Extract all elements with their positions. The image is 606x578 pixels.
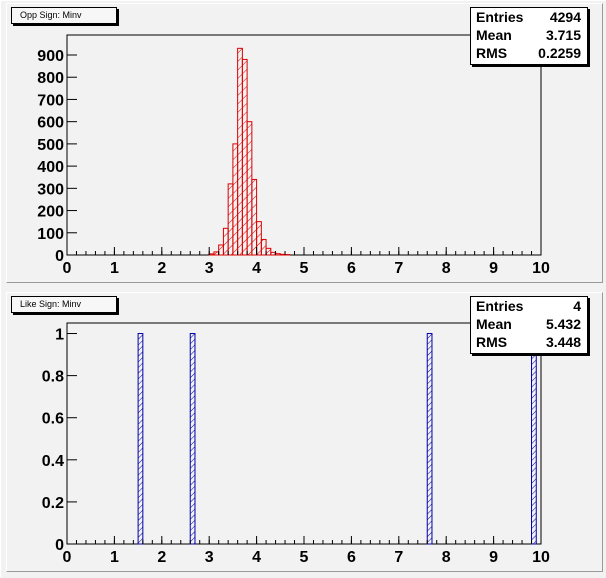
like-x-tick-label: 10: [532, 549, 550, 566]
opp-sign-stats-box[interactable]: Entries 4294 Mean 3.715 RMS 0.2259: [470, 7, 588, 65]
like-y-tick-label: 1: [55, 327, 64, 344]
like-x-tick-label: 1: [110, 549, 119, 566]
stats-mean-row: Mean 5.432: [471, 315, 587, 333]
stats-entries-value: 4: [573, 297, 581, 315]
opp-x-tick-label: 7: [394, 260, 403, 277]
opp-bar: [257, 222, 262, 255]
like-bar: [427, 334, 432, 544]
opp-x-tick-label: 1: [110, 260, 119, 277]
opp-y-tick-label: 800: [37, 70, 64, 87]
stats-mean-value: 5.432: [546, 315, 581, 333]
like-x-tick-label: 8: [442, 549, 451, 566]
stats-mean-label: Mean: [476, 26, 512, 44]
stats-rms-row: RMS 3.448: [471, 333, 587, 351]
stats-entries-row: Entries 4294: [471, 8, 587, 26]
like-y-tick-label: 0.2: [42, 495, 64, 512]
opp-bar: [228, 184, 233, 255]
stats-rms-value: 0.2259: [538, 44, 581, 62]
like-x-tick-label: 5: [300, 549, 309, 566]
opp-sign-title-box[interactable]: Opp Sign: Minv: [11, 7, 117, 24]
like-bar: [532, 334, 537, 544]
opp-y-tick-label: 300: [37, 181, 64, 198]
stats-entries-value: 4294: [550, 8, 581, 26]
stats-rms-label: RMS: [476, 44, 507, 62]
opp-x-tick-label: 5: [300, 260, 309, 277]
opp-x-tick-label: 3: [205, 260, 214, 277]
opp-plot-frame: [67, 35, 541, 255]
opp-y-tick-label: 0: [55, 248, 64, 265]
opp-bar: [261, 239, 266, 255]
opp-bar: [280, 254, 285, 255]
opp-bar: [271, 252, 276, 255]
opp-y-tick-label: 400: [37, 159, 64, 176]
opp-y-tick-label: 700: [37, 92, 64, 109]
stats-mean-label: Mean: [476, 315, 512, 333]
opp-bar: [242, 59, 247, 255]
stats-mean-row: Mean 3.715: [471, 26, 587, 44]
opp-bar: [209, 254, 214, 255]
opp-y-tick-label: 600: [37, 115, 64, 132]
opp-y-tick-label: 500: [37, 137, 64, 154]
opp-bar: [247, 122, 252, 255]
opp-y-tick-label: 900: [37, 48, 64, 65]
like-x-tick-label: 4: [252, 549, 261, 566]
like-sign-stats-box[interactable]: Entries 4 Mean 5.432 RMS 3.448: [470, 296, 588, 354]
like-x-tick-label: 6: [347, 549, 356, 566]
like-bar: [138, 334, 143, 544]
stats-entries-row: Entries 4: [471, 297, 587, 315]
opp-bar: [219, 245, 224, 255]
like-sign-title-box[interactable]: Like Sign: Minv: [11, 296, 117, 313]
stats-rms-row: RMS 0.2259: [471, 44, 587, 62]
like-y-tick-label: 0.4: [42, 453, 64, 470]
like-bar: [190, 334, 195, 544]
stats-rms-label: RMS: [476, 333, 507, 351]
opp-bar: [252, 179, 257, 255]
stats-mean-value: 3.715: [546, 26, 581, 44]
opp-bar: [214, 252, 219, 255]
like-x-tick-label: 9: [489, 549, 498, 566]
opp-x-tick-label: 6: [347, 260, 356, 277]
opp-x-tick-label: 4: [252, 260, 261, 277]
opp-bar: [238, 48, 243, 255]
stats-entries-label: Entries: [476, 8, 523, 26]
like-x-tick-label: 3: [205, 549, 214, 566]
like-y-tick-label: 0.6: [42, 411, 64, 428]
opp-x-tick-label: 10: [532, 260, 550, 277]
opp-x-tick-label: 2: [157, 260, 166, 277]
opp-y-tick-label: 200: [37, 204, 64, 221]
opp-y-tick-label: 100: [37, 226, 64, 243]
opp-bar: [233, 144, 238, 255]
like-y-tick-label: 0.8: [42, 369, 64, 386]
opp-x-tick-label: 8: [442, 260, 451, 277]
stats-entries-label: Entries: [476, 297, 523, 315]
like-x-tick-label: 7: [394, 549, 403, 566]
stats-rms-value: 3.448: [546, 333, 581, 351]
like-x-tick-label: 2: [157, 549, 166, 566]
opp-bar: [223, 228, 228, 255]
opp-bar: [276, 254, 281, 255]
opp-x-tick-label: 9: [489, 260, 498, 277]
like-y-tick-label: 0: [55, 537, 64, 554]
opp-bar: [266, 248, 271, 255]
